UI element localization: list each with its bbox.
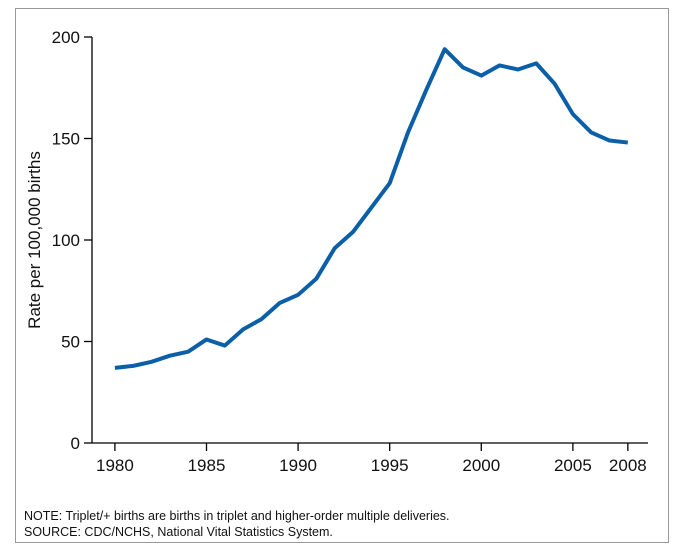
y-tick-label: 0 <box>71 434 80 453</box>
source: SOURCE: CDC/NCHS, National Vital Statist… <box>24 525 333 539</box>
line <box>114 47 629 370</box>
x-tick-label: 1980 <box>96 456 134 475</box>
x-tick-label: 2000 <box>462 456 500 475</box>
x-tick-label: 1995 <box>371 456 409 475</box>
y-tick-label: 200 <box>52 28 80 47</box>
x-tick-label: 2005 <box>554 456 592 475</box>
y-tick-label: 150 <box>52 130 80 149</box>
note: NOTE: Triplet/+ births are births in tri… <box>24 509 450 523</box>
frame <box>15 8 669 543</box>
y-axis-label: Rate per 100,000 births <box>25 151 44 329</box>
x-tick-label: 2008 <box>609 456 647 475</box>
y-tick-label: 50 <box>61 333 80 352</box>
y-tick-label: 100 <box>52 231 80 250</box>
x-tick-label: 1985 <box>188 456 226 475</box>
x-tick-label: 1990 <box>279 456 317 475</box>
